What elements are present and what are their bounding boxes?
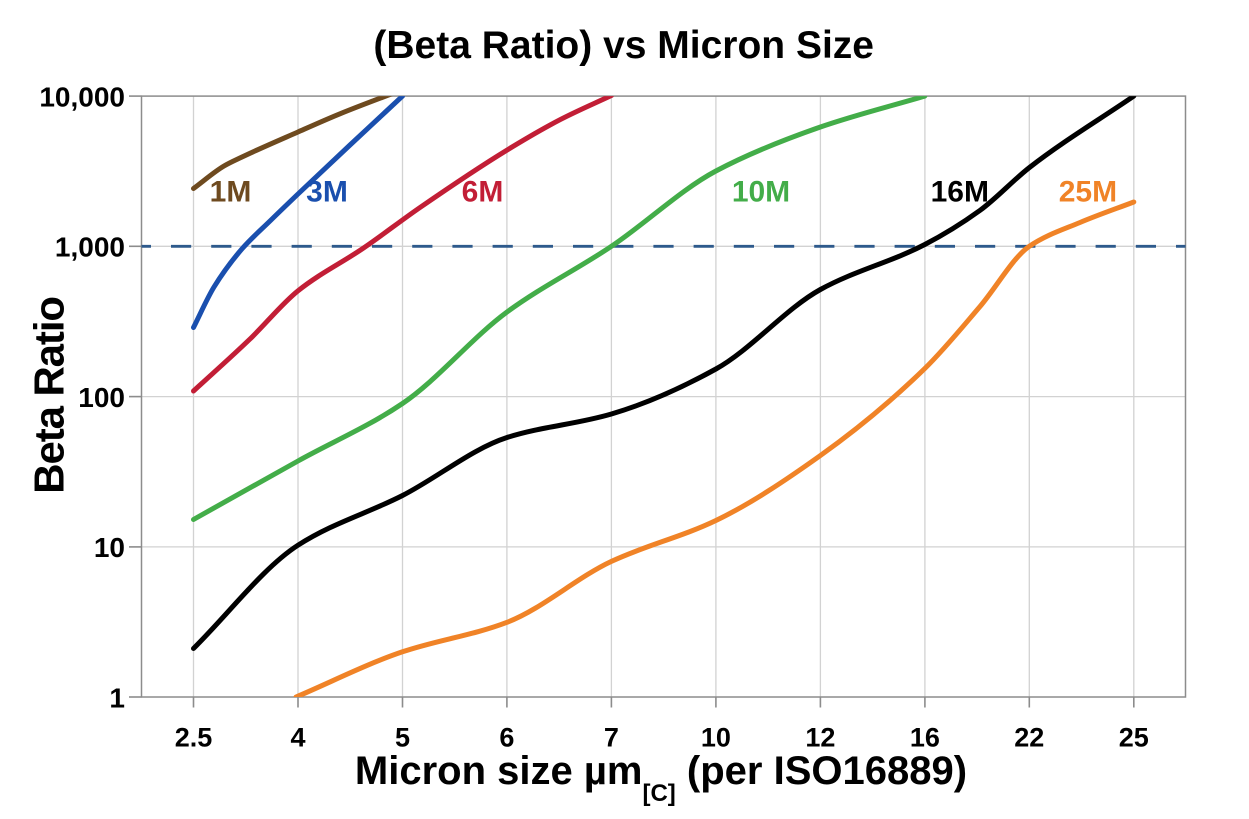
svg-text:1,000: 1,000 — [55, 232, 125, 263]
svg-text:25: 25 — [1119, 722, 1149, 752]
svg-text:22: 22 — [1014, 722, 1044, 752]
svg-text:Beta Ratio: Beta Ratio — [26, 297, 73, 494]
svg-text:6: 6 — [499, 722, 514, 752]
svg-text:2.5: 2.5 — [175, 722, 213, 752]
svg-text:5: 5 — [395, 722, 410, 752]
svg-text:(Beta Ratio) vs Micron Size: (Beta Ratio) vs Micron Size — [373, 24, 874, 67]
svg-text:10,000: 10,000 — [39, 81, 125, 112]
svg-text:10M: 10M — [732, 175, 790, 208]
svg-text:6M: 6M — [462, 175, 504, 208]
svg-text:16M: 16M — [931, 175, 989, 208]
svg-text:3M: 3M — [306, 175, 348, 208]
svg-text:12: 12 — [805, 722, 835, 752]
svg-text:1: 1 — [109, 682, 125, 713]
svg-text:10: 10 — [94, 532, 125, 563]
svg-text:10: 10 — [701, 722, 731, 752]
svg-text:4: 4 — [290, 722, 305, 752]
svg-text:25M: 25M — [1059, 175, 1117, 208]
svg-text:1M: 1M — [210, 175, 252, 208]
svg-text:100: 100 — [78, 382, 125, 413]
svg-text:16: 16 — [910, 722, 940, 752]
svg-text:7: 7 — [604, 722, 619, 752]
